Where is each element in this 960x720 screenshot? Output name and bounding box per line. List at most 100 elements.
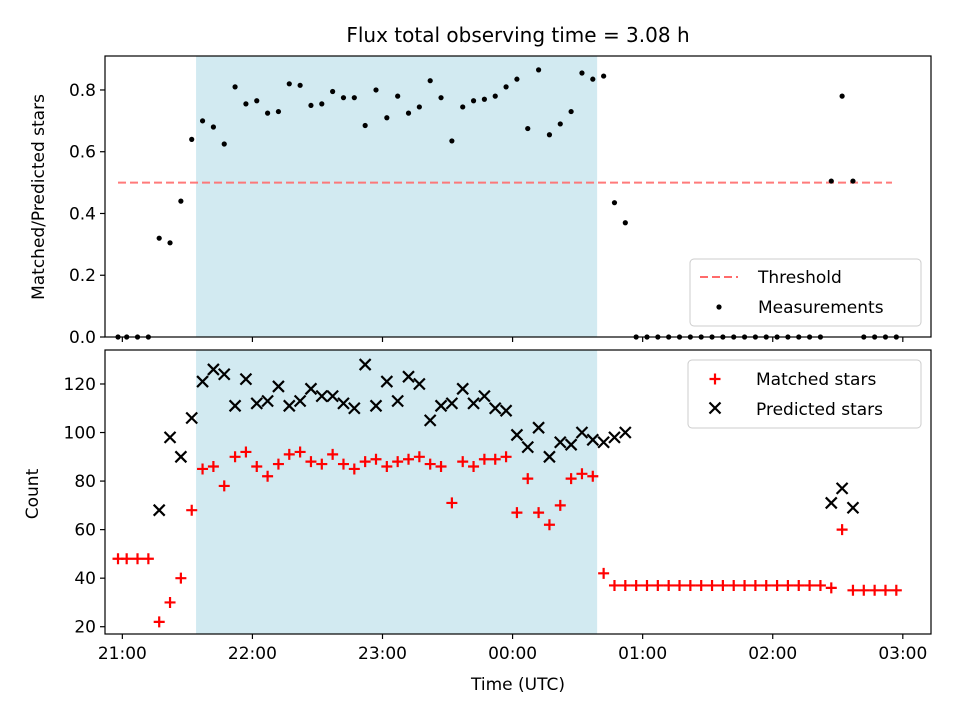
predicted-star-point — [293, 394, 307, 408]
measurement-point — [568, 108, 574, 115]
predicted-star-point — [152, 503, 166, 517]
predicted-star-point — [250, 397, 264, 410]
legend-predicted-label: Predicted stars — [756, 400, 883, 420]
predicted-star-point — [445, 397, 459, 410]
top-y-tick-label: 0.4 — [69, 204, 96, 224]
matched-star-point — [424, 458, 436, 470]
matched-star-point — [695, 579, 707, 591]
matched-star-point — [771, 579, 783, 591]
bottom-legend-box — [687, 359, 922, 429]
matched-star-point — [327, 448, 339, 460]
matched-star-point — [446, 497, 458, 509]
top-observing-window — [196, 56, 598, 337]
measurement-point — [416, 104, 422, 110]
bottom-legend: Matched stars Predicted stars — [687, 359, 922, 429]
matched-star-point — [207, 461, 219, 473]
predicted-star-point — [543, 450, 556, 464]
matched-star-point — [598, 567, 610, 579]
predicted-star-point — [217, 367, 231, 381]
matched-star-point — [381, 461, 393, 473]
matched-star-point — [522, 473, 534, 485]
matched-star-point — [717, 579, 729, 591]
matched-star-point — [251, 461, 263, 473]
measurement-point — [308, 102, 314, 109]
predicted-star-point — [358, 358, 372, 371]
matched-star-point — [511, 507, 523, 519]
top-legend-box — [689, 258, 922, 327]
predicted-star-point — [196, 375, 209, 388]
matched-star-point — [858, 584, 870, 596]
matched-star-point — [641, 579, 653, 591]
top-y-tick-label: 0.2 — [69, 266, 96, 286]
measurement-point — [525, 125, 531, 132]
matched-star-point — [674, 579, 686, 591]
predicted-star-point — [348, 401, 361, 415]
predicted-star-point — [304, 382, 318, 396]
x-tick-label: 23:00 — [358, 644, 407, 664]
matched-star-point — [294, 446, 306, 458]
bottom-plot-frame — [104, 349, 932, 635]
matched-star-point — [175, 572, 187, 584]
predicted-star-point — [207, 363, 220, 376]
measurement-point — [330, 88, 336, 95]
bottom-panel: 20 40 60 80 100 120 21:00 22:00 23:00 00:00 01:00 0… — [23, 349, 932, 695]
measurement-point — [438, 95, 444, 101]
matched-star-point — [749, 579, 761, 591]
legend-predicted-swatch — [708, 401, 722, 415]
measurement-point — [286, 81, 292, 87]
measurement-point — [828, 178, 834, 184]
measurement-point — [189, 136, 195, 142]
matched-star-point — [619, 579, 631, 591]
predicted-star-point — [499, 404, 513, 417]
matched-star-point — [186, 504, 198, 516]
measurement-point — [319, 101, 325, 107]
predicted-star-point — [521, 440, 535, 454]
predicted-star-point — [380, 375, 394, 388]
matched-star-point — [836, 524, 848, 536]
legend-matched-swatch — [709, 373, 721, 385]
measurement-point — [579, 70, 585, 76]
top-y-tick-label: 0.6 — [69, 143, 96, 163]
bottom-y-tick-label: 120 — [64, 375, 96, 395]
bottom-y-tick-label: 40 — [74, 569, 96, 589]
matched-star-point — [316, 458, 328, 470]
predicted-star-point — [369, 399, 383, 413]
measurement-point — [362, 122, 368, 129]
measurement-point — [850, 178, 856, 184]
matched-star-point — [359, 456, 371, 468]
matched-star-point — [608, 579, 620, 591]
matched-star-point — [229, 451, 241, 463]
matched-star-point — [348, 463, 360, 475]
matched-star-point — [663, 579, 675, 591]
predicted-star-point — [402, 370, 415, 383]
legend-measurement-label: Measurements — [758, 298, 884, 318]
matched-star-point — [825, 582, 837, 594]
measurement-point — [503, 84, 509, 90]
matched-star-point — [413, 451, 425, 463]
measurement-point — [264, 110, 271, 116]
matched-star-point — [630, 579, 642, 591]
measurement-point — [449, 138, 455, 144]
legend-threshold-label: Threshold — [757, 268, 842, 288]
matched-star-point — [468, 461, 480, 473]
bottom-y-tick-label: 100 — [64, 424, 96, 444]
predicted-star-point — [467, 397, 480, 410]
predicted-star-point — [337, 397, 350, 410]
measurement-point — [557, 121, 563, 127]
predicted-star-point — [315, 389, 329, 403]
matched-star-point — [197, 463, 209, 475]
predicted-star-point — [488, 401, 502, 415]
matched-star-point — [804, 579, 816, 591]
measurement-point — [373, 87, 379, 93]
measurement-point — [199, 118, 206, 124]
matched-star-point — [847, 584, 859, 596]
predicted-star-point — [824, 496, 838, 510]
predicted-star-point — [575, 426, 589, 439]
predicted-star-point — [553, 435, 567, 449]
measurement-point — [590, 76, 596, 82]
bottom-y-tick-label: 60 — [74, 521, 96, 541]
matched-star-point — [739, 579, 751, 591]
predicted-star-point — [608, 431, 621, 444]
matched-star-point — [576, 468, 588, 480]
measurement-point — [601, 73, 607, 79]
